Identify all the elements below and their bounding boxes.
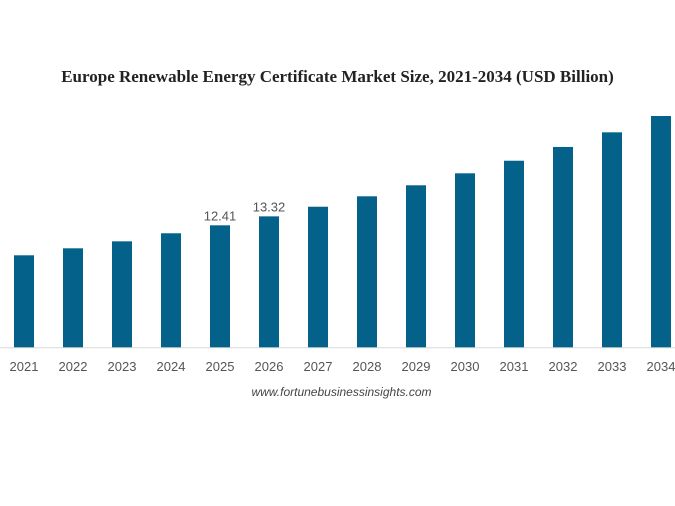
bar-2021 <box>14 255 34 348</box>
x-tick-label: 2033 <box>598 359 627 374</box>
bar-2033 <box>602 132 622 348</box>
data-label: 13.32 <box>253 199 286 214</box>
bar-2026 <box>259 216 279 348</box>
x-tick-label: 2028 <box>353 359 382 374</box>
x-tick-label: 2030 <box>451 359 480 374</box>
bar-2025 <box>210 225 230 348</box>
source-text: www.fortunebusinessinsights.com <box>251 385 432 399</box>
x-tick-label: 2026 <box>255 359 284 374</box>
bar-2031 <box>504 160 524 348</box>
x-tick-label: 2023 <box>108 359 137 374</box>
x-tick-label: 2021 <box>10 359 39 374</box>
bar-2023 <box>112 241 132 348</box>
x-tick-label: 2031 <box>500 359 529 374</box>
x-tick-label: 2034 <box>647 359 675 374</box>
data-label: 12.41 <box>204 208 237 223</box>
x-tick-label: 2022 <box>59 359 88 374</box>
x-tick-label: 2025 <box>206 359 235 374</box>
bar-2032 <box>553 146 573 348</box>
x-tick-label: 2024 <box>157 359 186 374</box>
x-tick-label: 2032 <box>549 359 578 374</box>
bar-2034 <box>651 116 671 348</box>
bar-2030 <box>455 173 475 348</box>
bar-2028 <box>357 196 377 348</box>
chart-title: Europe Renewable Energy Certificate Mark… <box>61 67 614 86</box>
x-tick-label: 2029 <box>402 359 431 374</box>
bar-2024 <box>161 233 181 348</box>
bar-2027 <box>308 206 328 348</box>
bar-2029 <box>406 185 426 348</box>
x-tick-label: 2027 <box>304 359 333 374</box>
bar-2022 <box>63 248 83 348</box>
